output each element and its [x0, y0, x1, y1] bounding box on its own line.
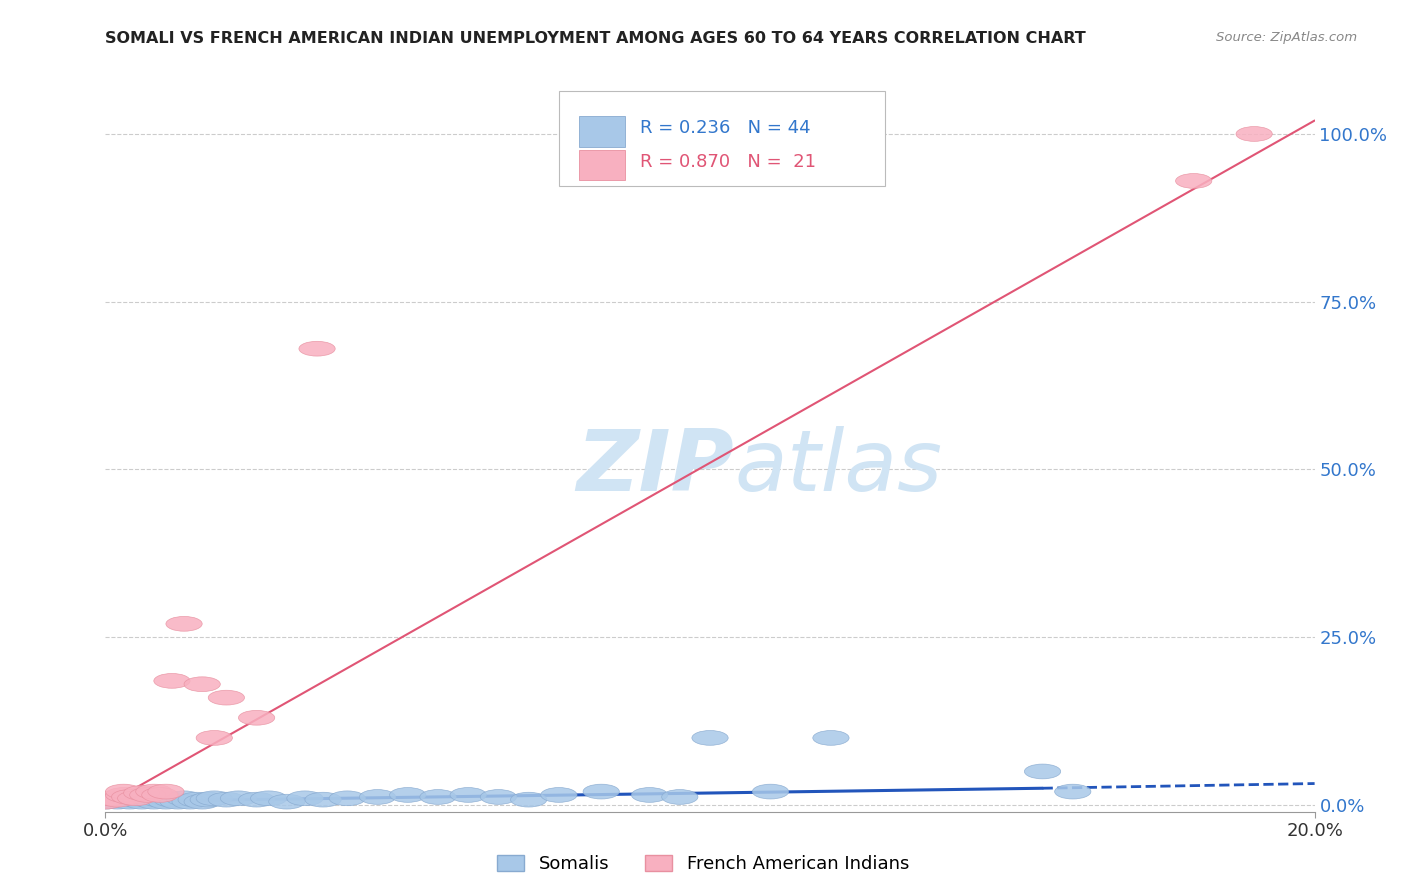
Text: R = 0.236   N = 44: R = 0.236 N = 44 — [640, 120, 810, 137]
Ellipse shape — [662, 789, 697, 805]
Text: SOMALI VS FRENCH AMERICAN INDIAN UNEMPLOYMENT AMONG AGES 60 TO 64 YEARS CORRELAT: SOMALI VS FRENCH AMERICAN INDIAN UNEMPLO… — [105, 31, 1087, 46]
Ellipse shape — [1054, 784, 1091, 799]
Ellipse shape — [360, 789, 395, 805]
Ellipse shape — [111, 789, 148, 805]
Ellipse shape — [179, 792, 214, 807]
Ellipse shape — [239, 710, 274, 725]
Ellipse shape — [148, 784, 184, 799]
Ellipse shape — [299, 342, 335, 356]
Ellipse shape — [148, 791, 184, 805]
Ellipse shape — [1025, 764, 1060, 779]
Ellipse shape — [166, 616, 202, 632]
Text: R = 0.870   N =  21: R = 0.870 N = 21 — [640, 153, 815, 170]
FancyBboxPatch shape — [579, 117, 626, 147]
Ellipse shape — [583, 784, 619, 799]
Ellipse shape — [190, 792, 226, 807]
Ellipse shape — [153, 792, 190, 807]
Ellipse shape — [389, 788, 426, 802]
Ellipse shape — [153, 673, 190, 689]
Ellipse shape — [100, 794, 136, 809]
Ellipse shape — [329, 791, 366, 805]
Ellipse shape — [118, 792, 153, 807]
Ellipse shape — [510, 792, 547, 807]
Ellipse shape — [184, 794, 221, 809]
Ellipse shape — [111, 794, 148, 809]
Ellipse shape — [692, 731, 728, 746]
Ellipse shape — [136, 784, 172, 799]
Ellipse shape — [420, 789, 456, 805]
Ellipse shape — [208, 792, 245, 807]
Ellipse shape — [105, 784, 142, 799]
Ellipse shape — [105, 791, 142, 805]
Ellipse shape — [239, 792, 274, 807]
Ellipse shape — [118, 789, 153, 805]
FancyBboxPatch shape — [579, 150, 626, 180]
Ellipse shape — [541, 788, 576, 802]
Ellipse shape — [208, 690, 245, 705]
Ellipse shape — [166, 791, 202, 805]
Text: ZIP: ZIP — [576, 426, 734, 509]
Text: Source: ZipAtlas.com: Source: ZipAtlas.com — [1216, 31, 1357, 45]
FancyBboxPatch shape — [560, 91, 886, 186]
Ellipse shape — [124, 794, 160, 809]
Text: atlas: atlas — [734, 426, 942, 509]
Ellipse shape — [124, 786, 160, 800]
Ellipse shape — [631, 788, 668, 802]
Ellipse shape — [172, 794, 208, 809]
Ellipse shape — [118, 791, 153, 805]
Ellipse shape — [184, 677, 221, 691]
Ellipse shape — [221, 791, 257, 805]
Ellipse shape — [1175, 174, 1212, 188]
Ellipse shape — [813, 731, 849, 746]
Ellipse shape — [287, 791, 323, 805]
Ellipse shape — [148, 794, 184, 809]
Ellipse shape — [160, 794, 197, 809]
Ellipse shape — [129, 788, 166, 802]
Ellipse shape — [269, 794, 305, 809]
Ellipse shape — [450, 788, 486, 802]
Ellipse shape — [93, 791, 129, 805]
Ellipse shape — [142, 792, 179, 807]
Ellipse shape — [105, 788, 142, 802]
Ellipse shape — [136, 794, 172, 809]
Ellipse shape — [129, 792, 166, 807]
Ellipse shape — [142, 788, 179, 802]
Ellipse shape — [87, 794, 124, 809]
Ellipse shape — [481, 789, 516, 805]
Ellipse shape — [129, 791, 166, 805]
Ellipse shape — [197, 791, 232, 805]
Ellipse shape — [100, 792, 136, 807]
Ellipse shape — [87, 794, 124, 809]
Ellipse shape — [197, 731, 232, 746]
Ellipse shape — [305, 792, 342, 807]
Ellipse shape — [752, 784, 789, 799]
Ellipse shape — [250, 791, 287, 805]
Legend: Somalis, French American Indians: Somalis, French American Indians — [492, 849, 914, 879]
Ellipse shape — [1236, 127, 1272, 141]
